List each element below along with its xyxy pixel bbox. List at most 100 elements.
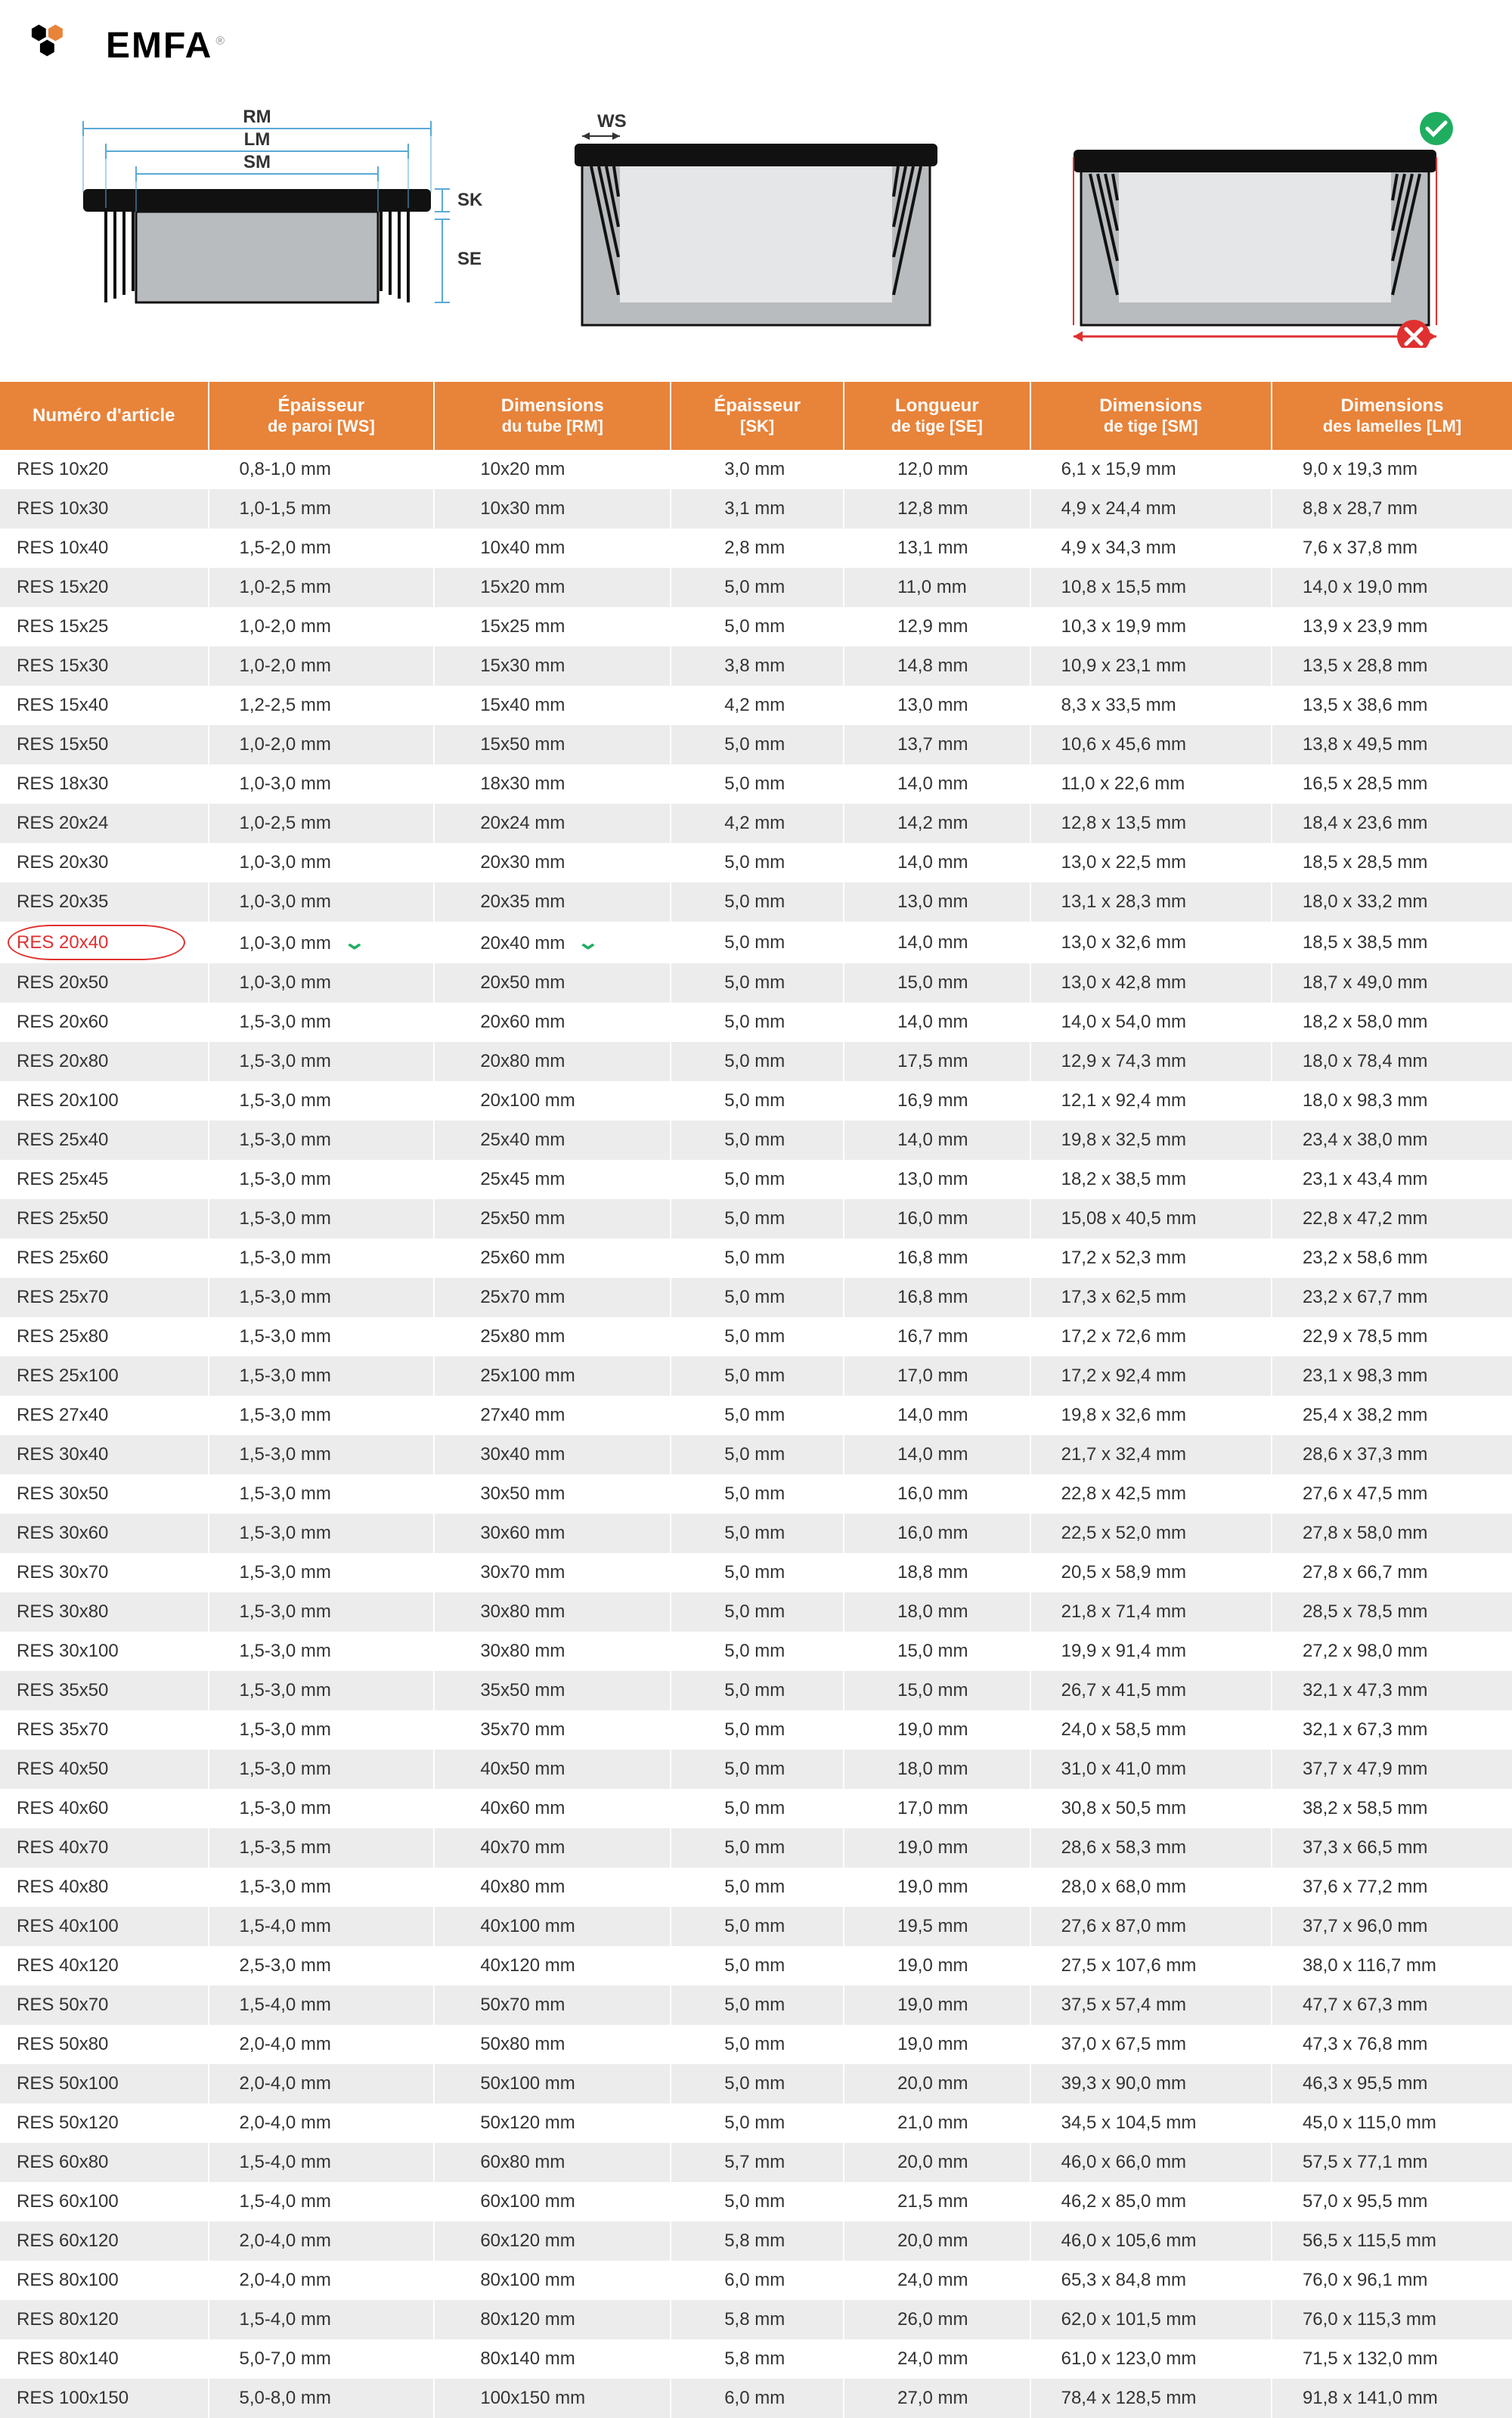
cell-ws: 1,5-4,0 mm (209, 2182, 435, 2221)
table-row: RES 20x401,0-3,0 mm⌄20x40 mm⌄5,0 mm14,0 … (0, 922, 1512, 963)
cell-lm: 18,5 x 38,5 mm (1272, 922, 1512, 963)
cell-se: 19,5 mm (844, 1907, 1030, 1946)
cell-article: RES 20x35 (0, 882, 209, 922)
cell-article: RES 25x80 (0, 1317, 209, 1356)
cell-article: RES 20x40 (0, 922, 209, 963)
cell-rm: 15x50 mm (434, 725, 671, 764)
cell-article: RES 60x100 (0, 2182, 209, 2221)
cell-se: 17,5 mm (844, 1042, 1030, 1081)
cell-article: RES 20x30 (0, 843, 209, 882)
table-row: RES 60x1202,0-4,0 mm60x120 mm5,8 mm20,0 … (0, 2221, 1512, 2261)
cell-lm: 38,2 x 58,5 mm (1272, 1789, 1512, 1828)
cell-sm: 27,6 x 87,0 mm (1030, 1907, 1272, 1946)
column-header-ws: Épaisseurde paroi [WS] (209, 382, 435, 450)
cell-ws: 1,5-3,0 mm (209, 1278, 435, 1317)
cell-sm: 4,9 x 34,3 mm (1030, 529, 1272, 568)
cell-ws: 1,5-3,0 mm (209, 1514, 435, 1553)
cell-lm: 14,0 x 19,0 mm (1272, 568, 1512, 607)
cell-article: RES 27x40 (0, 1396, 209, 1435)
cell-lm: 22,8 x 47,2 mm (1272, 1199, 1512, 1238)
cell-sk: 5,0 mm (671, 568, 844, 607)
cell-ws: 1,0-3,0 mm (209, 882, 435, 922)
cell-ws: 1,0-1,5 mm (209, 489, 435, 529)
cell-sk: 5,0 mm (671, 1553, 844, 1592)
cell-sm: 26,7 x 41,5 mm (1030, 1671, 1272, 1710)
cell-rm: 40x80 mm (434, 1868, 671, 1907)
cell-sk: 5,0 mm (671, 1396, 844, 1435)
cell-lm: 27,6 x 47,5 mm (1272, 1474, 1512, 1514)
cell-article: RES 25x45 (0, 1160, 209, 1199)
cell-se: 16,0 mm (844, 1199, 1030, 1238)
cell-lm: 57,0 x 95,5 mm (1272, 2182, 1512, 2221)
cell-rm: 30x50 mm (434, 1474, 671, 1514)
cell-ws: 1,5-3,0 mm (209, 1003, 435, 1042)
cell-sk: 5,0 mm (671, 1828, 844, 1868)
cell-rm: 25x70 mm (434, 1278, 671, 1317)
table-row: RES 20x501,0-3,0 mm20x50 mm5,0 mm15,0 mm… (0, 963, 1512, 1003)
cell-rm: 30x60 mm (434, 1514, 671, 1553)
cell-rm: 20x50 mm (434, 963, 671, 1003)
cell-ws: 1,0-2,0 mm (209, 725, 435, 764)
cell-article: RES 25x100 (0, 1356, 209, 1396)
table-row: RES 20x351,0-3,0 mm20x35 mm5,0 mm13,0 mm… (0, 882, 1512, 922)
label-rm: RM (243, 107, 271, 127)
cell-article: RES 40x60 (0, 1789, 209, 1828)
cell-ws: 1,5-4,0 mm (209, 1907, 435, 1946)
cell-article: RES 30x60 (0, 1514, 209, 1553)
table-row: RES 30x501,5-3,0 mm30x50 mm5,0 mm16,0 mm… (0, 1474, 1512, 1514)
cell-sk: 5,0 mm (671, 1710, 844, 1750)
cell-article: RES 80x140 (0, 2339, 209, 2379)
table-row: RES 80x1405,0-7,0 mm80x140 mm5,8 mm24,0 … (0, 2339, 1512, 2379)
cell-lm: 18,2 x 58,0 mm (1272, 1003, 1512, 1042)
cell-lm: 27,2 x 98,0 mm (1272, 1632, 1512, 1671)
cell-ws: 1,5-3,0 mm (209, 1317, 435, 1356)
cell-sk: 2,8 mm (671, 529, 844, 568)
label-se: SE (457, 249, 482, 269)
cell-sk: 5,0 mm (671, 764, 844, 804)
cell-lm: 57,5 x 77,1 mm (1272, 2143, 1512, 2182)
cell-rm: 15x25 mm (434, 607, 671, 646)
cell-article: RES 30x80 (0, 1592, 209, 1632)
cell-sk: 3,1 mm (671, 489, 844, 529)
table-row: RES 80x1002,0-4,0 mm80x100 mm6,0 mm24,0 … (0, 2261, 1512, 2300)
cell-article: RES 40x120 (0, 1946, 209, 1986)
cell-rm: 25x100 mm (434, 1356, 671, 1396)
cell-article: RES 30x100 (0, 1632, 209, 1671)
cell-lm: 38,0 x 116,7 mm (1272, 1946, 1512, 1986)
cell-article: RES 50x120 (0, 2103, 209, 2143)
cell-ws: 1,0-2,5 mm (209, 568, 435, 607)
cell-sk: 5,0 mm (671, 1986, 844, 2025)
cell-se: 15,0 mm (844, 1671, 1030, 1710)
cell-article: RES 100x150 (0, 2379, 209, 2418)
label-lm: LM (244, 129, 271, 150)
table-row: RES 50x1202,0-4,0 mm50x120 mm5,0 mm21,0 … (0, 2103, 1512, 2143)
cell-lm: 47,3 x 76,8 mm (1272, 2025, 1512, 2064)
table-row: RES 50x1002,0-4,0 mm50x100 mm5,0 mm20,0 … (0, 2064, 1512, 2103)
diagrams-row: RM LM SM SK (0, 83, 1512, 382)
table-row: RES 100x1505,0-8,0 mm100x150 mm6,0 mm27,… (0, 2379, 1512, 2418)
cell-ws: 1,0-2,0 mm (209, 607, 435, 646)
cell-se: 12,8 mm (844, 489, 1030, 529)
cell-sk: 5,0 mm (671, 1592, 844, 1632)
table-row: RES 20x601,5-3,0 mm20x60 mm5,0 mm14,0 mm… (0, 1003, 1512, 1042)
table-row: RES 15x201,0-2,5 mm15x20 mm5,0 mm11,0 mm… (0, 568, 1512, 607)
cell-se: 14,0 mm (844, 843, 1030, 882)
table-row: RES 50x802,0-4,0 mm50x80 mm5,0 mm19,0 mm… (0, 2025, 1512, 2064)
cell-article: RES 60x80 (0, 2143, 209, 2182)
cell-sk: 5,0 mm (671, 922, 844, 963)
cell-lm: 18,0 x 98,3 mm (1272, 1081, 1512, 1121)
table-row: RES 18x301,0-3,0 mm18x30 mm5,0 mm14,0 mm… (0, 764, 1512, 804)
cell-article: RES 40x100 (0, 1907, 209, 1946)
cell-se: 13,0 mm (844, 1160, 1030, 1199)
cell-article: RES 15x20 (0, 568, 209, 607)
cell-ws: 2,0-4,0 mm (209, 2221, 435, 2261)
cell-ws: 1,5-3,0 mm (209, 1435, 435, 1474)
cell-sk: 3,8 mm (671, 646, 844, 686)
cell-ws: 1,5-3,0 mm (209, 1671, 435, 1710)
cell-sm: 12,9 x 74,3 mm (1030, 1042, 1272, 1081)
cell-article: RES 50x80 (0, 2025, 209, 2064)
cell-se: 13,7 mm (844, 725, 1030, 764)
diagram-wall-thickness: WS (529, 106, 983, 352)
cell-article: RES 20x50 (0, 963, 209, 1003)
cell-se: 18,0 mm (844, 1592, 1030, 1632)
